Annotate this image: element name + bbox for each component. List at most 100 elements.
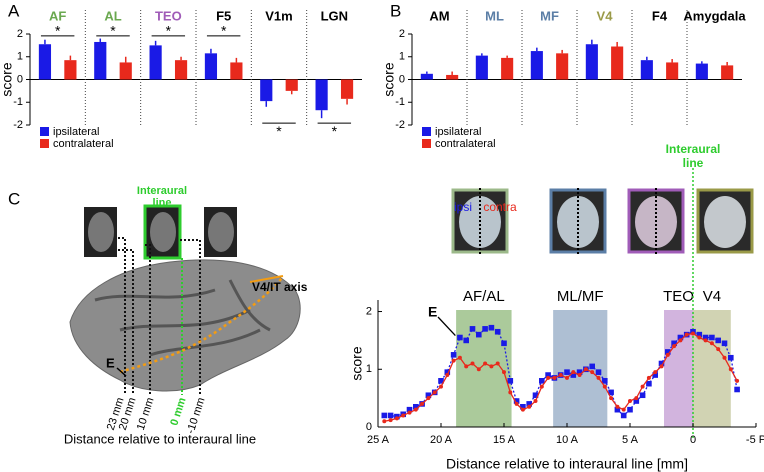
marker <box>494 328 501 335</box>
marker <box>709 334 715 341</box>
marker <box>728 354 734 361</box>
v4-it-axis <box>119 277 283 374</box>
marker <box>558 373 563 378</box>
marker <box>589 363 595 370</box>
marker <box>583 367 588 372</box>
bar <box>530 51 543 80</box>
x-axis-label: Distance relative to interaural line <box>64 431 256 446</box>
marker <box>696 331 703 338</box>
slice-line <box>118 237 201 395</box>
marker <box>420 401 425 406</box>
y-tick-label: 0 <box>399 73 405 85</box>
bar <box>640 60 653 80</box>
marker <box>382 419 387 424</box>
marker <box>620 412 627 419</box>
legend-swatch <box>40 127 49 136</box>
legend-swatch <box>422 139 431 148</box>
category-label: AM <box>429 8 449 23</box>
marker <box>545 372 551 378</box>
marker <box>445 373 450 378</box>
bar <box>611 46 624 80</box>
brain-diagram: C Interaural line V4/IT axis E 23 mm 20 … <box>8 185 308 447</box>
bar <box>556 53 569 80</box>
x-tick-label: 5 A <box>622 434 639 446</box>
arrow <box>116 367 127 377</box>
category-label: LGN <box>321 8 348 23</box>
bar <box>721 65 734 80</box>
marker <box>520 407 525 412</box>
marker <box>413 407 418 412</box>
marker <box>615 404 620 409</box>
marker <box>502 370 506 375</box>
marker <box>464 364 469 369</box>
region-label: TEO <box>663 288 694 305</box>
bar <box>94 41 107 80</box>
marker <box>444 369 451 375</box>
category-label: AF <box>49 8 66 23</box>
region <box>553 310 608 427</box>
marker <box>590 370 595 375</box>
axis-label: V4/IT axis <box>252 280 308 294</box>
category-label: V4 <box>597 8 614 23</box>
bar <box>666 62 679 80</box>
bar <box>38 44 52 80</box>
x-tick-label: 15 A <box>493 434 516 446</box>
marker <box>463 337 469 344</box>
sulcus <box>94 279 271 357</box>
significance-label: * <box>55 23 61 39</box>
interaural-label: line <box>683 156 704 170</box>
marker <box>659 364 664 369</box>
slice-image <box>150 212 176 252</box>
bar <box>285 79 298 91</box>
marker <box>671 340 677 347</box>
annotation-arrow <box>437 316 456 336</box>
marker <box>646 375 651 380</box>
marker <box>634 396 639 401</box>
marker <box>684 332 689 337</box>
marker <box>469 326 476 332</box>
marker <box>728 367 733 372</box>
marker <box>639 392 646 399</box>
marker <box>539 384 544 389</box>
marker <box>709 341 714 346</box>
marker <box>533 399 538 404</box>
marker <box>495 361 500 366</box>
marker <box>526 401 532 407</box>
marker <box>476 331 482 338</box>
x-tick-label: 20 A <box>430 434 453 446</box>
category-label: F4 <box>652 8 668 23</box>
distance-label: -10 mm <box>185 396 208 435</box>
marker <box>653 370 658 375</box>
marker <box>646 380 652 387</box>
marker <box>450 352 457 358</box>
marker <box>438 378 444 384</box>
slice-image <box>88 212 114 252</box>
region-label: V4 <box>703 288 721 305</box>
significance-label: * <box>166 23 172 39</box>
marker <box>546 375 551 380</box>
significance-label: * <box>110 23 116 39</box>
legend-label: ipsilateral <box>435 126 481 138</box>
marker <box>388 418 393 423</box>
y-tick-label: -1 <box>13 96 23 108</box>
marker <box>678 338 683 343</box>
marker <box>488 324 495 331</box>
marker <box>394 416 399 421</box>
y-tick-label: 1 <box>17 51 23 63</box>
marker <box>608 389 614 396</box>
region <box>664 310 693 427</box>
significance-label: * <box>276 123 282 139</box>
significance-label: * <box>332 123 338 139</box>
legend-label: contralateral <box>53 138 114 150</box>
arrow <box>249 275 284 283</box>
bar <box>695 63 708 80</box>
marker <box>735 378 740 383</box>
slice-image <box>704 196 746 248</box>
bar <box>501 57 514 80</box>
x-tick-label: 10 A <box>556 434 579 446</box>
y-tick-label: 2 <box>399 28 405 40</box>
bar <box>585 44 598 80</box>
marker <box>426 396 431 401</box>
marker <box>576 369 583 375</box>
marker <box>702 334 709 341</box>
